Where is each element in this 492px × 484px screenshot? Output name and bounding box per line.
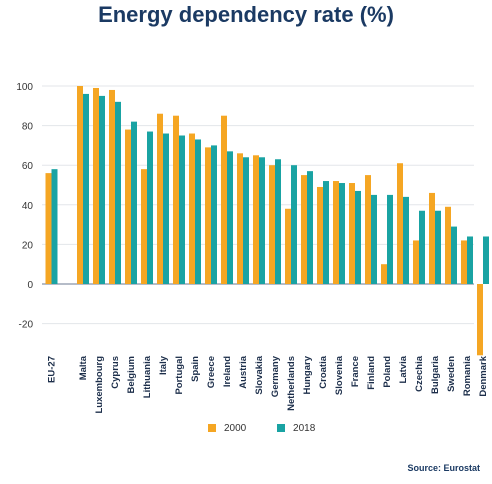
bar-2000-lithuania [141, 169, 147, 284]
x-tick-label: Netherlands [286, 356, 297, 411]
y-tick-label: -20 [19, 320, 34, 331]
bar-2000-eu-27 [45, 173, 52, 284]
bar-2000-italy [157, 113, 163, 284]
bar-2018-slovenia [339, 183, 345, 284]
bar-2000-netherlands [285, 208, 291, 284]
bar-2018-austria [243, 157, 249, 284]
x-tick-label: Sweden [446, 356, 457, 392]
bar-2018-slovakia [259, 157, 265, 284]
y-tick-label: 0 [27, 280, 33, 291]
bar-2000-latvia [397, 163, 403, 284]
bar-2018-latvia [403, 196, 409, 284]
bar-2000-germany [269, 165, 275, 284]
y-tick-label: 40 [22, 201, 34, 212]
chart-title: Energy dependency rate (%) [98, 2, 394, 27]
bar-2000-poland [381, 264, 387, 284]
bar-2000-france [349, 183, 355, 284]
bar-2000-ireland [221, 115, 227, 284]
y-tick-label: 20 [22, 240, 34, 251]
x-tick-label: Greece [206, 356, 217, 388]
bar-2000-greece [205, 147, 211, 284]
bar-2018-greece [211, 145, 217, 284]
bar-2018-sweden [451, 226, 457, 284]
bar-2018-germany [275, 159, 281, 284]
bar-2018-denmark [483, 236, 489, 284]
x-tick-label: Slovakia [254, 355, 265, 394]
x-tick-label: Luxembourg [94, 356, 105, 414]
x-tick-label: Germany [270, 355, 281, 397]
x-tick-label: Malta [78, 355, 89, 380]
y-tick-label: 60 [22, 161, 34, 172]
bar-2018-cyprus [115, 101, 121, 284]
bar-2018-czechia [419, 210, 425, 284]
x-tick-label: Romania [462, 355, 473, 396]
y-tick-label: 100 [16, 82, 33, 93]
bar-2018-spain [195, 139, 201, 284]
bar-2018-bulgaria [435, 210, 441, 284]
bar-2000-finland [365, 175, 371, 284]
x-tick-label: Hungary [302, 355, 313, 394]
x-tick-label: Latvia [398, 355, 409, 383]
x-tick-label: Portugal [174, 356, 185, 395]
source-note: Source: Eurostat [407, 463, 480, 473]
legend-label-2000: 2000 [224, 423, 247, 434]
bar-2000-croatia [317, 186, 323, 284]
bar-2000-czechia [413, 240, 419, 284]
bar-2018-luxembourg [99, 95, 105, 285]
bar-2000-cyprus [109, 89, 115, 285]
x-tick-label: Ireland [222, 356, 233, 387]
x-tick-label: Cyprus [110, 356, 121, 389]
legend-item-2018: 2018 [277, 423, 315, 434]
bar-2018-finland [371, 194, 377, 284]
bar-2000-malta [77, 86, 83, 284]
bar-2018-netherlands [291, 165, 297, 284]
bar-2018-italy [163, 133, 169, 284]
legend-swatch-2018 [277, 424, 286, 432]
x-tick-label: Bulgaria [430, 355, 441, 394]
legend-label-2018: 2018 [293, 423, 316, 434]
x-tick-label: France [350, 356, 361, 387]
bar-2000-romania [461, 240, 467, 284]
x-tick-label: Italy [158, 355, 169, 375]
x-tick-label: Poland [382, 356, 393, 388]
bar-2018-france [355, 190, 361, 284]
x-tick-label: Czechia [414, 355, 425, 392]
bar-2000-spain [189, 133, 195, 284]
bar-2018-lithuania [147, 131, 153, 284]
bar-2000-portugal [173, 115, 179, 284]
x-tick-label: Slovenia [334, 355, 345, 395]
bar-2000-slovenia [333, 181, 339, 284]
bar-2000-sweden [445, 206, 451, 284]
x-tick-label: Croatia [318, 355, 329, 388]
x-tick-label: Denmark [478, 355, 489, 396]
x-tick-label: Austria [238, 355, 249, 388]
x-tick-label: Finland [366, 356, 377, 390]
bar-2000-luxembourg [93, 87, 99, 284]
bar-2000-denmark [477, 284, 483, 356]
legend: 2000 2018 [208, 423, 343, 434]
bar-2018-portugal [179, 135, 185, 284]
legend-item-2000: 2000 [208, 423, 246, 434]
bar-2018-romania [467, 236, 473, 284]
bar-2018-hungary [307, 171, 313, 284]
bar-2018-poland [387, 194, 393, 284]
x-tick-label: Belgium [126, 356, 137, 393]
bar-2000-austria [237, 153, 243, 284]
bar-2018-eu-27 [51, 169, 58, 284]
bar-2018-ireland [227, 151, 233, 284]
bar-2000-slovakia [253, 155, 259, 284]
x-tick-label: EU-27 [47, 356, 58, 383]
bar-2000-hungary [301, 175, 307, 284]
y-tick-label: 80 [22, 122, 34, 133]
bar-2018-croatia [323, 181, 329, 284]
bar-2000-bulgaria [429, 192, 435, 284]
bar-2018-malta [83, 93, 89, 284]
bar-2000-belgium [125, 129, 131, 284]
x-tick-label: Spain [190, 356, 201, 382]
legend-swatch-2000 [208, 424, 216, 432]
bar-2018-belgium [131, 121, 137, 284]
x-tick-label: Lithuania [142, 355, 153, 398]
